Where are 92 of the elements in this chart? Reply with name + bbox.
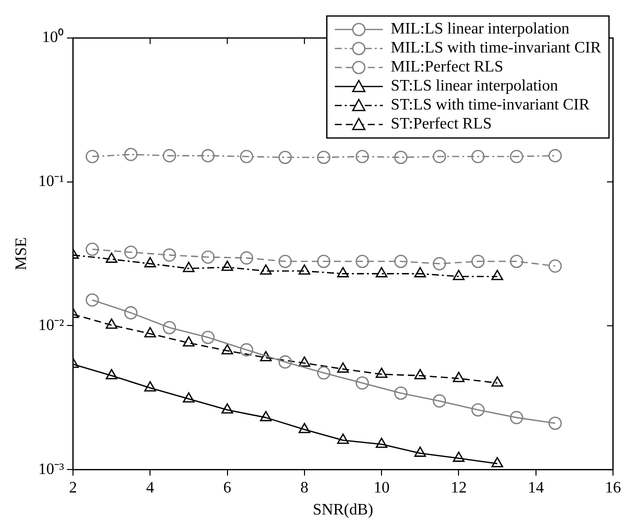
point <box>432 257 446 270</box>
point <box>414 446 426 457</box>
x-axis-title: SNR(dB) <box>312 502 374 519</box>
point <box>278 150 292 164</box>
x-tick-label: 2 <box>68 479 77 496</box>
point <box>144 327 156 338</box>
point <box>86 150 99 164</box>
point <box>356 376 369 390</box>
point <box>452 372 465 382</box>
point <box>376 438 388 448</box>
point <box>106 252 118 263</box>
point <box>432 150 446 164</box>
point <box>471 403 485 417</box>
point <box>221 260 234 271</box>
point <box>86 293 99 307</box>
point <box>240 343 254 356</box>
point <box>298 264 310 275</box>
x-tick-label: 6 <box>223 479 232 496</box>
point <box>491 376 504 387</box>
point <box>240 150 254 164</box>
point <box>144 257 156 268</box>
point <box>337 362 349 373</box>
point <box>432 394 446 408</box>
point <box>548 416 562 430</box>
point <box>337 267 349 278</box>
point <box>510 410 524 424</box>
point <box>124 306 138 320</box>
point <box>317 254 330 268</box>
point <box>278 355 292 369</box>
point <box>452 452 465 462</box>
legend-label: MIL:Perfect RLS <box>390 58 504 76</box>
point <box>201 250 215 264</box>
point <box>491 456 504 468</box>
point <box>356 150 369 164</box>
y-tick-label: 10⁰ <box>42 28 64 46</box>
point <box>144 381 156 392</box>
point <box>394 150 408 164</box>
x-tick-label: 14 <box>528 479 544 496</box>
point <box>221 403 234 414</box>
point <box>182 392 195 403</box>
point <box>548 259 562 273</box>
point <box>337 434 349 444</box>
point <box>510 150 524 164</box>
point <box>260 410 272 422</box>
point <box>86 242 99 256</box>
point <box>124 148 138 162</box>
legend-label: ST:LS with time-invariant CIR <box>390 96 590 114</box>
y-tick-label: 10⁻³ <box>38 460 64 478</box>
point <box>298 422 310 434</box>
point <box>260 351 272 362</box>
point <box>414 368 426 380</box>
y-tick-label: 10⁻² <box>38 316 64 334</box>
legend-label: ST:Perfect RLS <box>390 116 492 133</box>
point <box>298 356 310 367</box>
point <box>471 254 485 268</box>
legend-label: MIL:LS with time-invariant CIR <box>390 40 602 57</box>
point <box>260 264 272 275</box>
point <box>452 270 465 280</box>
legend-label: ST:LS linear interpolation <box>390 78 558 95</box>
x-tick-label: 16 <box>605 479 621 496</box>
point <box>491 270 504 280</box>
y-tick-label: 10⁻¹ <box>38 173 64 190</box>
point <box>356 254 369 268</box>
point <box>182 336 195 347</box>
x-tick-label: 12 <box>450 479 467 496</box>
point <box>317 366 330 380</box>
legend-label: MIL:LS linear interpolation <box>390 20 570 38</box>
point <box>376 267 388 278</box>
point <box>376 368 388 378</box>
point <box>414 267 426 278</box>
point <box>221 344 234 354</box>
point <box>162 320 176 334</box>
x-tick-label: 4 <box>146 479 154 496</box>
point <box>317 150 330 164</box>
x-tick-label: 8 <box>300 479 308 496</box>
point <box>278 254 292 268</box>
point <box>106 318 118 329</box>
point <box>162 149 176 162</box>
point <box>394 254 408 268</box>
point <box>106 368 118 380</box>
point <box>182 262 195 272</box>
point <box>124 246 138 259</box>
x-tick-label: 10 <box>374 479 390 496</box>
point <box>548 149 562 162</box>
y-axis-title: MSE <box>12 237 30 270</box>
point <box>394 386 408 400</box>
point <box>201 149 215 162</box>
point <box>240 251 254 265</box>
point <box>471 150 485 164</box>
point <box>201 330 215 344</box>
point <box>510 254 524 268</box>
point <box>162 248 176 262</box>
